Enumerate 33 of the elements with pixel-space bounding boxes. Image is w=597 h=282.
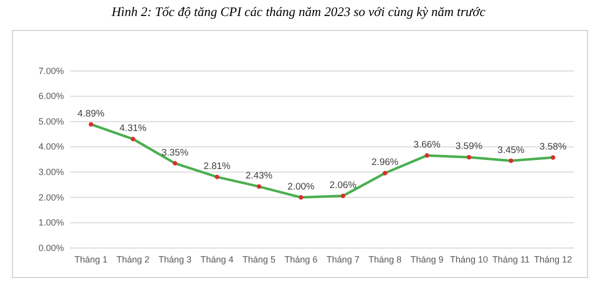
data-label: 2.00%	[288, 181, 316, 192]
y-tick-label: 7.00%	[38, 66, 64, 76]
x-tick-label: Tháng 3	[158, 254, 192, 264]
data-label: 3.59%	[456, 141, 484, 152]
data-label: 3.35%	[162, 147, 190, 158]
data-label: 2.96%	[372, 157, 400, 168]
x-tick-label: Tháng 11	[492, 254, 530, 264]
data-label: 2.06%	[330, 180, 358, 191]
y-tick-label: 0.00%	[38, 242, 64, 253]
chart-title: Hình 2: Tốc độ tăng CPI các tháng năm 2023 so với cùng kỳ năm trước	[110, 4, 486, 19]
data-label: 3.45%	[498, 144, 526, 156]
data-label: 2.81%	[204, 160, 232, 172]
x-tick-label: Tháng 1	[74, 254, 108, 264]
x-tick-label: Tháng 8	[368, 254, 402, 264]
x-tick-label: Tháng 4	[200, 254, 234, 264]
y-tick-label: 6.00%	[38, 91, 64, 102]
x-tick-label: Tháng 12	[534, 254, 572, 264]
x-tick-label: Tháng 9	[410, 254, 444, 264]
data-label: 2.43%	[246, 170, 274, 182]
y-tick-label: 4.00%	[38, 142, 64, 152]
y-tick-label: 2.00%	[38, 192, 64, 202]
x-tick-label: Tháng 10	[450, 254, 488, 264]
x-tick-label: Tháng 5	[242, 254, 276, 264]
y-tick-label: 3.00%	[38, 167, 64, 178]
x-tick-label: Tháng 7	[326, 254, 360, 264]
y-tick-label: 1.00%	[38, 218, 64, 228]
x-tick-label: Tháng 6	[284, 254, 318, 264]
y-tick-label: 5.00%	[38, 116, 64, 126]
data-label: 3.66%	[414, 139, 442, 150]
data-label: 4.89%	[78, 108, 106, 120]
data-label: 3.58%	[540, 141, 568, 152]
x-tick-label: Tháng 2	[116, 254, 150, 264]
data-label: 4.31%	[120, 123, 148, 134]
